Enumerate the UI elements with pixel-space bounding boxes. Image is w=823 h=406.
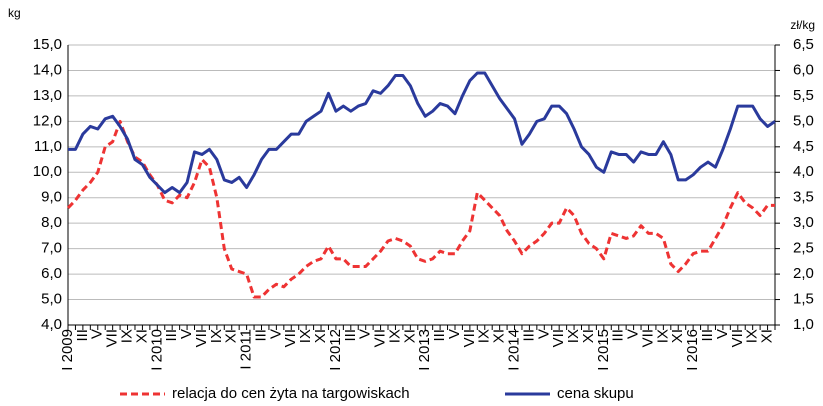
x-tick-label: XI — [580, 329, 597, 343]
y-tick-label: 8,0 — [41, 214, 62, 231]
x-tick-label: IX — [208, 329, 225, 343]
x-tick-label: I 2013 — [416, 329, 433, 371]
x-tick-label: V — [267, 329, 284, 339]
x-tick-label: III — [252, 329, 269, 342]
x-tick-label: XI — [759, 329, 776, 343]
y-axis-unit: kg — [8, 6, 21, 20]
y-tick-label: 15,0 — [33, 36, 62, 53]
x-tick-label: VII — [372, 329, 389, 347]
y-tick-label: 4,0 — [41, 316, 62, 333]
x-tick-label: V — [89, 329, 106, 339]
x-tick-label: VII — [550, 329, 567, 347]
x-tick-label: VII — [729, 329, 746, 347]
x-tick-label: XI — [133, 329, 150, 343]
x-tick-label: III — [163, 329, 180, 342]
x-tick-label: IX — [744, 329, 761, 343]
x-tick-label: I 2010 — [148, 329, 165, 371]
x-tick-label: IX — [119, 329, 136, 343]
y2-tick-label: 2,0 — [793, 265, 814, 282]
x-tick-label: I 2009 — [59, 329, 76, 371]
y2-tick-label: 5,0 — [793, 112, 814, 129]
x-tick-label: VII — [282, 329, 299, 347]
x-tick-label: I 2015 — [595, 329, 612, 371]
y2-tick-label: 1,5 — [793, 291, 814, 308]
x-tick-label: VII — [461, 329, 478, 347]
x-tick-label: III — [342, 329, 359, 342]
y2-tick-label: 3,0 — [793, 214, 814, 231]
y2-tick-label: 1,0 — [793, 316, 814, 333]
x-tick-label: III — [610, 329, 627, 342]
y2-tick-label: 4,0 — [793, 163, 814, 180]
x-tick-label: XI — [223, 329, 240, 343]
y-tick-label: 6,0 — [41, 265, 62, 282]
x-tick-label: V — [357, 329, 374, 339]
series-line — [68, 71, 776, 195]
x-tick-label: IX — [386, 329, 403, 343]
y-tick-label: 10,0 — [33, 163, 62, 180]
y2-tick-label: 3,5 — [793, 189, 814, 206]
x-tick-label: V — [625, 329, 642, 339]
x-tick-label: I 2012 — [327, 329, 344, 371]
y2-tick-label: 5,5 — [793, 87, 814, 104]
y-tick-label: 5,0 — [41, 291, 62, 308]
y2-axis-unit: zł/kg — [790, 18, 815, 32]
x-tick-label: XI — [491, 329, 508, 343]
y2-tick-label: 2,5 — [793, 240, 814, 257]
legend-label: relacja do cen żyta na targowiskach — [172, 385, 410, 402]
legend-label: cena skupu — [557, 385, 634, 402]
x-tick-label: VII — [104, 329, 121, 347]
x-tick-label: V — [178, 329, 195, 339]
y2-tick-label: 6,0 — [793, 61, 814, 78]
y-tick-label: 14,0 — [33, 61, 62, 78]
series-line — [66, 119, 775, 299]
y2-tick-label: 6,5 — [793, 36, 814, 53]
x-tick-label: V — [535, 329, 552, 339]
x-tick-label: IX — [654, 329, 671, 343]
x-tick-label: I 2016 — [684, 329, 701, 371]
x-tick-label: I 2014 — [505, 329, 522, 371]
x-tick-label: XI — [312, 329, 329, 343]
x-tick-label: III — [431, 329, 448, 342]
y-tick-label: 11,0 — [34, 138, 62, 155]
x-tick-label: V — [446, 329, 463, 339]
x-tick-label: III — [520, 329, 537, 342]
x-tick-label: VII — [639, 329, 656, 347]
x-tick-label: IX — [297, 329, 314, 343]
x-tick-label: III — [699, 329, 716, 342]
y-tick-label: 12,0 — [33, 112, 62, 129]
y-tick-label: 7,0 — [41, 240, 62, 257]
x-tick-label: IX — [565, 329, 582, 343]
x-tick-label: XI — [669, 329, 686, 343]
x-tick-label: I 2011 — [238, 329, 255, 370]
x-tick-label: XI — [401, 329, 418, 343]
y-tick-label: 9,0 — [41, 189, 62, 206]
y2-tick-label: 4,5 — [793, 138, 814, 155]
x-tick-label: VII — [193, 329, 210, 347]
x-tick-label: IX — [476, 329, 493, 343]
y-tick-label: 13,0 — [33, 87, 62, 104]
x-tick-label: V — [714, 329, 731, 339]
x-tick-label: III — [74, 329, 91, 342]
